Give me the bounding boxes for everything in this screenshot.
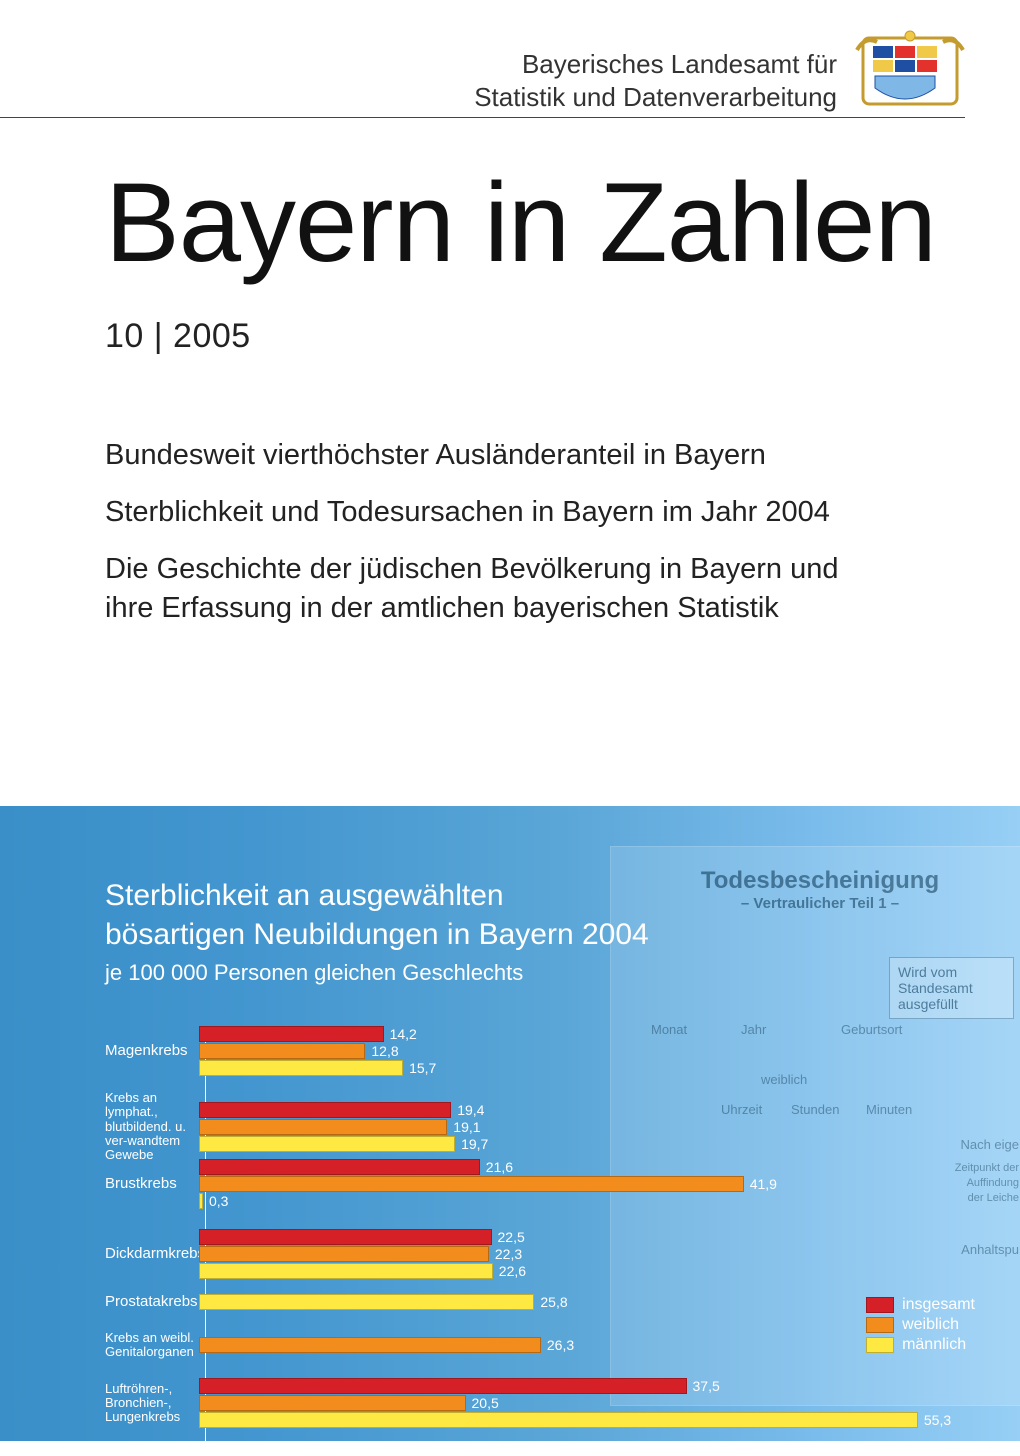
bar-maennlich xyxy=(199,1136,455,1152)
chart-group: Krebs an lymphat.,blutbildend. u. ver-wa… xyxy=(105,1091,488,1162)
bar-row: 12,8 xyxy=(199,1043,436,1059)
bar-insgesamt xyxy=(199,1378,687,1394)
title-block: Bayern in Zahlen 10 | 2005 xyxy=(0,118,1020,356)
bar-row: 0,3 xyxy=(199,1193,777,1209)
bar-row: 19,4 xyxy=(199,1102,488,1118)
bars-stack: 22,522,322,6 xyxy=(199,1229,526,1279)
bar-weiblich xyxy=(199,1119,447,1135)
bar-row: 19,7 xyxy=(199,1136,488,1152)
bars-stack: 14,212,8 15,7 xyxy=(199,1026,436,1076)
toc-item: Sterblichkeit und Todesursachen in Bayer… xyxy=(105,493,850,532)
bar-value-label: 21,6 xyxy=(486,1159,513,1175)
bar-maennlich xyxy=(199,1263,493,1279)
bar-value-label: 25,8 xyxy=(540,1294,567,1310)
bar-row: 55,3 xyxy=(199,1412,951,1428)
bars-stack: 26,3 xyxy=(199,1337,574,1353)
chart-legend: insgesamt weiblich männlich xyxy=(866,1296,975,1356)
bar-row: 22,3 xyxy=(199,1246,526,1262)
legend-item: weiblich xyxy=(866,1316,975,1334)
legend-item: insgesamt xyxy=(866,1296,975,1314)
bar-value-label: 22,5 xyxy=(498,1229,525,1245)
chart-group: Brustkrebs 21,6 41,9 0,3 xyxy=(105,1159,777,1209)
toc-item: Die Geschichte der jüdischen Bevölkerung… xyxy=(105,550,850,628)
group-label: Krebs an weibl. Genitalorganen xyxy=(105,1331,199,1360)
bar-insgesamt xyxy=(199,1159,480,1175)
bar-weiblich xyxy=(199,1337,541,1353)
bar-value-label: 0,3 xyxy=(209,1193,228,1209)
bar-row: 37,5 xyxy=(199,1378,951,1394)
bar-value-label: 22,3 xyxy=(495,1246,522,1262)
org-name: Bayerisches Landesamt für Statistik und … xyxy=(474,30,837,113)
chart-group: Dickdarmkrebs22,522,322,6 xyxy=(105,1229,526,1279)
issue-number: 10 | 2005 xyxy=(105,317,1020,356)
bar-value-label: 20,5 xyxy=(472,1395,499,1411)
org-line1: Bayerisches Landesamt für xyxy=(522,49,837,79)
table-of-contents: Bundesweit vierthöchster Ausländeranteil… xyxy=(0,356,850,629)
bar-value-label: 22,6 xyxy=(499,1263,526,1279)
chart-panel: Todesbescheinigung – Vertraulicher Teil … xyxy=(0,806,1020,1441)
bar-maennlich xyxy=(199,1294,534,1310)
bgdoc-box: Wird vom Standesamt ausgefüllt xyxy=(889,957,1014,1019)
bar-row: 20,5 xyxy=(199,1395,951,1411)
legend-swatch-maennlich xyxy=(866,1337,894,1353)
bar-row: 15,7 xyxy=(199,1060,436,1076)
chart-group: Magenkrebs 14,212,8 15,7 xyxy=(105,1026,436,1076)
bgdoc-subtitle: – Vertraulicher Teil 1 – xyxy=(611,895,1020,912)
bars-stack: 25,8 xyxy=(199,1294,568,1310)
bar-weiblich xyxy=(199,1395,466,1411)
chart-area: insgesamt weiblich männlich Magenkrebs14… xyxy=(105,1026,985,1456)
bar-value-label: 26,3 xyxy=(547,1337,574,1353)
group-label: Luftröhren-,Bronchien-,Lungenkrebs xyxy=(105,1382,199,1425)
bar-value-label: 41,9 xyxy=(750,1176,777,1192)
group-label: Brustkrebs xyxy=(105,1176,199,1193)
bar-value-label: 14,2 xyxy=(390,1026,417,1042)
bar-row: 41,9 xyxy=(199,1176,777,1192)
bar-maennlich xyxy=(199,1193,203,1209)
legend-swatch-insgesamt xyxy=(866,1297,894,1313)
bar-insgesamt xyxy=(199,1026,384,1042)
bar-row: 22,5 xyxy=(199,1229,526,1245)
bar-row: 14,2 xyxy=(199,1026,436,1042)
bar-value-label: 12,8 xyxy=(371,1043,398,1059)
bar-weiblich xyxy=(199,1246,489,1262)
bgdoc-title: Todesbescheinigung xyxy=(611,847,1020,895)
bar-row: 21,6 xyxy=(199,1159,777,1175)
chart-group: Luftröhren-,Bronchien-,Lungenkrebs 37,5 20… xyxy=(105,1378,951,1428)
bar-row: 26,3 xyxy=(199,1337,574,1353)
chart-group: Krebs an weibl. Genitalorganen 26,3 xyxy=(105,1331,574,1360)
legend-item: männlich xyxy=(866,1336,975,1354)
group-label: Prostatakrebs xyxy=(105,1294,199,1311)
toc-item: Bundesweit vierthöchster Ausländeranteil… xyxy=(105,436,850,475)
org-line2: Statistik und Datenverarbeitung xyxy=(474,82,837,112)
bar-value-label: 19,1 xyxy=(453,1119,480,1135)
group-label: Dickdarmkrebs xyxy=(105,1246,199,1263)
chart-group: Prostatakrebs 25,8 xyxy=(105,1294,568,1311)
bar-row: 19,1 xyxy=(199,1119,488,1135)
bars-stack: 21,6 41,9 0,3 xyxy=(199,1159,777,1209)
bar-value-label: 19,7 xyxy=(461,1136,488,1152)
bar-insgesamt xyxy=(199,1102,451,1118)
bar-row: 25,8 xyxy=(199,1294,568,1310)
main-title: Bayern in Zahlen xyxy=(105,158,1020,287)
bar-maennlich xyxy=(199,1060,403,1076)
bar-value-label: 15,7 xyxy=(409,1060,436,1076)
group-label: Krebs an lymphat.,blutbildend. u. ver-wa… xyxy=(105,1091,199,1162)
bars-stack: 37,5 20,5 55,3 xyxy=(199,1378,951,1428)
bar-value-label: 37,5 xyxy=(693,1378,720,1394)
bar-value-label: 19,4 xyxy=(457,1102,484,1118)
legend-swatch-weiblich xyxy=(866,1317,894,1333)
bavaria-crest-icon xyxy=(855,30,965,115)
bar-maennlich xyxy=(199,1412,918,1428)
bars-stack: 19,419,119,7 xyxy=(199,1102,488,1152)
bar-weiblich xyxy=(199,1176,744,1192)
page-header: Bayerisches Landesamt für Statistik und … xyxy=(0,0,1020,115)
bar-row: 22,6 xyxy=(199,1263,526,1279)
group-label: Magenkrebs xyxy=(105,1043,199,1060)
bar-weiblich xyxy=(199,1043,365,1059)
bar-value-label: 55,3 xyxy=(924,1412,951,1428)
bar-insgesamt xyxy=(199,1229,492,1245)
